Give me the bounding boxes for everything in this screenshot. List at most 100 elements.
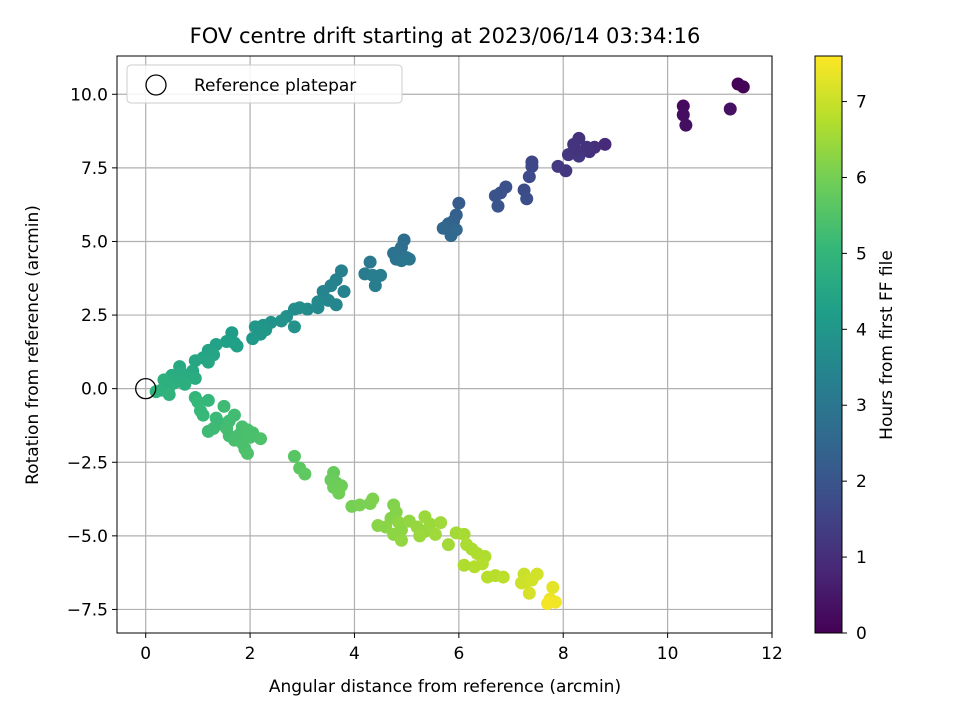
- y-tick-label: −5.0: [67, 527, 108, 547]
- data-point: [157, 373, 171, 387]
- colorbar-tick-label: 4: [856, 320, 867, 340]
- colorbar-tick-label: 5: [856, 244, 867, 264]
- data-point: [457, 527, 471, 541]
- x-tick-label: 12: [761, 644, 783, 664]
- legend: Reference platepar: [126, 64, 403, 104]
- data-point: [488, 189, 502, 203]
- data-point: [457, 558, 471, 572]
- chart-title: FOV centre drift starting at 2023/06/14 …: [190, 24, 701, 48]
- colorbar-tick-label: 1: [856, 548, 867, 568]
- x-tick-label: 4: [349, 644, 360, 664]
- data-point: [371, 519, 385, 533]
- data-point: [201, 355, 215, 369]
- reference-marker: [135, 378, 157, 400]
- data-point: [514, 576, 528, 590]
- data-point: [441, 538, 455, 552]
- x-tick-label: 6: [453, 644, 464, 664]
- data-point: [162, 388, 176, 402]
- data-point: [580, 140, 594, 154]
- data-point: [525, 159, 539, 173]
- y-tick-label: 5.0: [81, 232, 108, 252]
- data-point: [679, 118, 693, 132]
- data-point: [274, 314, 288, 328]
- y-tick-label: −2.5: [67, 453, 108, 473]
- x-tick-label: 10: [657, 644, 679, 664]
- y-tick-label: 10.0: [70, 85, 108, 105]
- data-point: [188, 354, 202, 368]
- data-point: [452, 196, 466, 210]
- data-point: [298, 467, 312, 481]
- data-point: [413, 529, 427, 543]
- data-point: [246, 426, 260, 440]
- data-point: [530, 567, 544, 581]
- data-point: [230, 339, 244, 353]
- colorbar-tick-label: 0: [856, 624, 867, 644]
- data-point: [311, 301, 325, 315]
- colorbar-tick-label: 3: [856, 396, 867, 416]
- data-point: [569, 143, 583, 157]
- data-point: [259, 323, 273, 337]
- data-point: [520, 192, 534, 206]
- x-tick-label: 8: [558, 644, 569, 664]
- y-tick-label: 7.5: [81, 159, 108, 179]
- data-point: [496, 570, 510, 584]
- data-point: [598, 137, 612, 151]
- data-point: [287, 320, 301, 334]
- data-point: [201, 424, 215, 438]
- colorbar-tick-label: 2: [856, 472, 867, 492]
- axes-frame: [116, 55, 773, 634]
- data-point: [246, 332, 260, 346]
- data-point: [394, 533, 408, 547]
- data-point: [240, 446, 254, 460]
- data-point: [332, 486, 346, 500]
- colorbar-tick-label: 7: [856, 93, 867, 113]
- x-axis-label: Angular distance from reference (arcmin): [269, 677, 621, 697]
- data-point: [366, 492, 380, 506]
- data-point: [217, 399, 231, 413]
- data-points: [135, 77, 750, 611]
- colorbar-gradient: [814, 55, 843, 634]
- data-point: [196, 408, 210, 422]
- colorbar-tick-label: 6: [856, 168, 867, 188]
- legend-label-reference: Reference platepar: [194, 76, 356, 96]
- data-point: [178, 377, 192, 391]
- y-tick-label: 0.0: [81, 380, 108, 400]
- data-point: [201, 393, 215, 407]
- data-point: [434, 516, 448, 530]
- data-point: [220, 335, 234, 349]
- data-point: [736, 80, 750, 94]
- data-point: [551, 159, 565, 173]
- data-point: [491, 199, 505, 213]
- data-point: [522, 170, 536, 184]
- data-point: [337, 285, 351, 299]
- data-point: [449, 223, 463, 237]
- data-point: [468, 560, 482, 574]
- x-tick-label: 0: [140, 644, 151, 664]
- data-point: [353, 498, 367, 512]
- data-point: [723, 102, 737, 116]
- data-point: [394, 254, 408, 268]
- y-axis-ticks: −7.5 −5.0 −2.5 0.0 2.5 5.0 7.5 10.0: [67, 85, 117, 620]
- data-point: [287, 449, 301, 463]
- colorbar-label: Hours from first FF file: [877, 250, 897, 440]
- y-tick-label: 2.5: [81, 306, 108, 326]
- data-point: [428, 527, 442, 541]
- data-point: [418, 510, 432, 524]
- data-point: [329, 298, 343, 312]
- y-axis-label: Rotation from reference (arcmin): [23, 205, 43, 485]
- colorbar-ticks: 0 1 2 3 4 5 6 7: [842, 93, 867, 644]
- x-axis-ticks: 0 2 4 6 8 10 12: [140, 633, 783, 664]
- y-tick-label: −7.5: [67, 600, 108, 620]
- x-tick-label: 2: [245, 644, 256, 664]
- data-point: [374, 268, 388, 282]
- data-point: [541, 597, 555, 611]
- data-point: [363, 255, 377, 269]
- legend-box: [126, 64, 403, 104]
- data-point: [188, 371, 202, 385]
- data-point: [368, 279, 382, 293]
- data-point: [546, 580, 560, 594]
- colorbar: 0 1 2 3 4 5 6 7 Hours from first FF file: [814, 55, 897, 644]
- grid-lines: [117, 56, 773, 633]
- legend-marker-reference: [145, 74, 167, 96]
